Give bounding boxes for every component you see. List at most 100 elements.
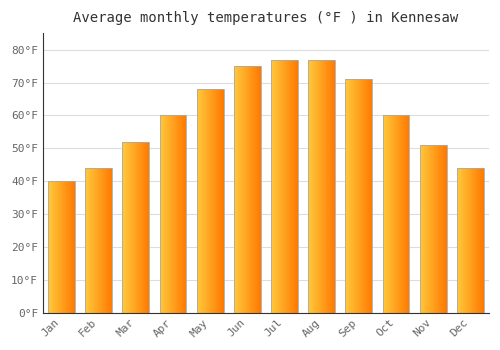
Bar	[144, 142, 145, 313]
Bar	[316, 60, 317, 313]
Bar	[122, 142, 123, 313]
Bar	[430, 145, 431, 313]
Bar	[146, 142, 147, 313]
Bar	[124, 142, 125, 313]
Bar	[351, 79, 352, 313]
Bar	[205, 89, 206, 313]
Bar	[297, 60, 298, 313]
Bar	[67, 181, 68, 313]
Bar	[138, 142, 139, 313]
Bar	[176, 116, 177, 313]
Bar	[62, 181, 63, 313]
Bar	[234, 66, 236, 313]
Bar	[479, 168, 480, 313]
Bar	[426, 145, 427, 313]
Bar	[184, 116, 185, 313]
Bar	[464, 168, 465, 313]
Bar	[143, 142, 144, 313]
Bar	[160, 116, 186, 313]
Bar	[444, 145, 445, 313]
Bar	[66, 181, 67, 313]
Bar	[404, 116, 406, 313]
Bar	[68, 181, 69, 313]
Bar	[200, 89, 201, 313]
Bar	[370, 79, 371, 313]
Bar	[183, 116, 184, 313]
Bar	[354, 79, 355, 313]
Bar	[147, 142, 148, 313]
Bar	[106, 168, 108, 313]
Bar	[428, 145, 429, 313]
Bar	[433, 145, 434, 313]
Bar	[350, 79, 351, 313]
Bar	[164, 116, 165, 313]
Bar	[148, 142, 149, 313]
Bar	[236, 66, 238, 313]
Bar	[320, 60, 321, 313]
Bar	[201, 89, 202, 313]
Bar	[102, 168, 104, 313]
Bar	[445, 145, 446, 313]
Bar	[357, 79, 358, 313]
Bar	[217, 89, 218, 313]
Bar	[202, 89, 203, 313]
Bar	[460, 168, 461, 313]
Bar	[483, 168, 484, 313]
Bar	[482, 168, 483, 313]
Bar	[131, 142, 132, 313]
Bar	[347, 79, 348, 313]
Bar	[209, 89, 210, 313]
Bar	[287, 60, 288, 313]
Bar	[134, 142, 135, 313]
Bar	[285, 60, 286, 313]
Bar	[210, 89, 211, 313]
Bar	[322, 60, 323, 313]
Bar	[218, 89, 219, 313]
Bar	[135, 142, 136, 313]
Bar	[276, 60, 277, 313]
Bar	[458, 168, 459, 313]
Bar	[323, 60, 324, 313]
Bar	[168, 116, 169, 313]
Bar	[181, 116, 182, 313]
Bar	[57, 181, 58, 313]
Bar	[408, 116, 410, 313]
Bar	[328, 60, 329, 313]
Bar	[362, 79, 363, 313]
Bar	[319, 60, 320, 313]
Bar	[434, 145, 435, 313]
Bar	[180, 116, 181, 313]
Bar	[122, 142, 149, 313]
Bar	[49, 181, 50, 313]
Bar	[58, 181, 59, 313]
Bar	[291, 60, 292, 313]
Bar	[71, 181, 72, 313]
Bar	[310, 60, 311, 313]
Bar	[427, 145, 428, 313]
Bar	[293, 60, 294, 313]
Bar	[108, 168, 110, 313]
Bar	[475, 168, 476, 313]
Bar	[439, 145, 440, 313]
Bar	[90, 168, 92, 313]
Bar	[363, 79, 364, 313]
Bar	[167, 116, 168, 313]
Bar	[420, 145, 446, 313]
Bar	[333, 60, 334, 313]
Bar	[318, 60, 319, 313]
Bar	[321, 60, 322, 313]
Bar	[334, 60, 335, 313]
Bar	[242, 66, 244, 313]
Bar	[473, 168, 474, 313]
Bar	[126, 142, 127, 313]
Bar	[283, 60, 284, 313]
Bar	[132, 142, 133, 313]
Bar	[136, 142, 137, 313]
Bar	[234, 66, 260, 313]
Bar	[212, 89, 213, 313]
Bar	[55, 181, 56, 313]
Bar	[88, 168, 90, 313]
Bar	[440, 145, 441, 313]
Bar	[422, 145, 423, 313]
Bar	[61, 181, 62, 313]
